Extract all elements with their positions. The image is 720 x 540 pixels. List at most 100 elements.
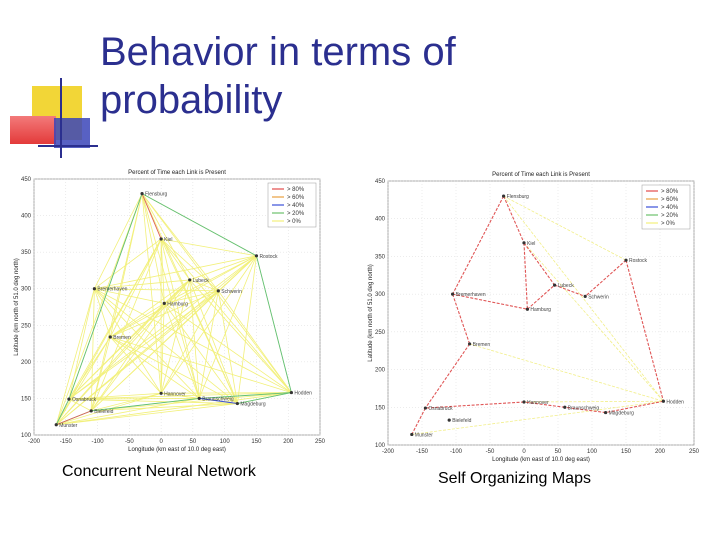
link-faint (94, 238, 162, 290)
node-point (447, 418, 451, 422)
link-red (452, 195, 505, 295)
node-label: Flensburg (145, 192, 167, 198)
link-faint (91, 392, 162, 412)
link-faint (160, 290, 219, 394)
node-point (92, 287, 96, 291)
node-point (67, 397, 71, 401)
link-faint (94, 193, 143, 289)
node-point (604, 410, 608, 415)
link-faint (90, 193, 143, 411)
x-axis-label: Longitude (km east of 10.0 deg east) (128, 447, 226, 453)
link-yellow (503, 195, 664, 402)
y-tick-label: 300 (21, 287, 32, 293)
link-blue (199, 397, 238, 405)
node-label: Kiel (527, 241, 535, 247)
link-faint (198, 255, 257, 399)
node-label: Bremen (473, 342, 491, 348)
link-faint (68, 398, 92, 412)
node-label: Magdeburg (609, 411, 635, 417)
node-label: Bielefeld (94, 409, 113, 415)
link-faint (161, 392, 292, 394)
link-red (424, 343, 471, 409)
link-faint (189, 255, 257, 281)
link-faint (189, 279, 200, 399)
legend-label: > 0% (287, 219, 302, 225)
x-tick-label: -200 (28, 439, 41, 445)
link-faint (110, 336, 292, 393)
link-faint (94, 255, 257, 290)
node-label: Rostock (259, 254, 278, 260)
node-label: Munster (415, 432, 433, 438)
link-green (256, 255, 292, 393)
x-tick-label: 50 (190, 439, 197, 445)
link-yellow (503, 195, 627, 261)
link-yellow (469, 343, 664, 402)
link-red (56, 410, 92, 426)
link-green (91, 397, 200, 412)
link-faint (109, 238, 162, 338)
link-faint (68, 336, 111, 400)
link-red (425, 401, 525, 409)
accent-red-block (10, 116, 56, 144)
y-tick-label: 450 (375, 179, 386, 185)
node-point (188, 278, 192, 282)
link-faint (94, 279, 190, 290)
link-faint (164, 255, 257, 304)
link-faint (110, 336, 238, 404)
node-point (661, 399, 665, 403)
legend-label: > 80% (287, 187, 305, 193)
link-faint (160, 238, 191, 281)
x-tick-label: 150 (621, 449, 632, 455)
legend-label: > 40% (661, 205, 679, 211)
y-tick-label: 150 (21, 396, 32, 402)
x-tick-label: -100 (92, 439, 105, 445)
node-label: Osnabruck (428, 406, 453, 412)
node-label: Hannover (527, 400, 549, 406)
link-faint (189, 279, 219, 292)
node-point (108, 335, 112, 339)
link-faint (55, 288, 95, 425)
link-red (564, 406, 606, 414)
accent-horizontal-line (38, 145, 98, 147)
link-faint (91, 392, 292, 412)
x-tick-label: 250 (315, 439, 326, 445)
node-point (522, 400, 526, 404)
y-tick-label: 250 (375, 330, 386, 336)
link-faint (55, 193, 143, 425)
y-axis-label: Latitude (km north of 51.0 deg north) (368, 264, 374, 361)
node-point (502, 194, 506, 198)
link-red (523, 242, 556, 286)
node-label: Bielefeld (452, 418, 471, 424)
link-green (55, 398, 70, 425)
node-point (522, 241, 526, 245)
caption-concurrent-neural-network: Concurrent Neural Network (62, 463, 256, 480)
node-point (159, 391, 163, 395)
y-tick-label: 100 (375, 443, 386, 449)
node-label: Magdeburg (240, 402, 266, 408)
y-tick-label: 150 (375, 405, 386, 411)
x-tick-label: 50 (555, 449, 562, 455)
node-label: Bremen (113, 335, 131, 341)
node-label: Lubeck (193, 278, 210, 284)
slide-title-line-2: probability (100, 78, 283, 122)
link-faint (55, 336, 111, 425)
node-point (289, 390, 293, 395)
link-faint (94, 288, 200, 399)
link-faint (110, 303, 165, 338)
link-green (237, 392, 292, 404)
link-faint (189, 279, 292, 393)
node-point (553, 283, 557, 287)
link-green (68, 193, 143, 400)
link-green (141, 193, 257, 257)
link-faint (110, 279, 190, 338)
link-faint (109, 336, 162, 394)
accent-vertical-line (60, 78, 62, 158)
legend-label: > 80% (661, 189, 679, 195)
y-tick-label: 100 (21, 433, 32, 439)
x-tick-label: -200 (382, 449, 395, 455)
y-tick-label: 300 (375, 292, 386, 298)
link-red (503, 195, 525, 244)
node-point (624, 258, 628, 262)
link-faint (163, 303, 238, 404)
x-tick-label: -50 (125, 439, 134, 445)
